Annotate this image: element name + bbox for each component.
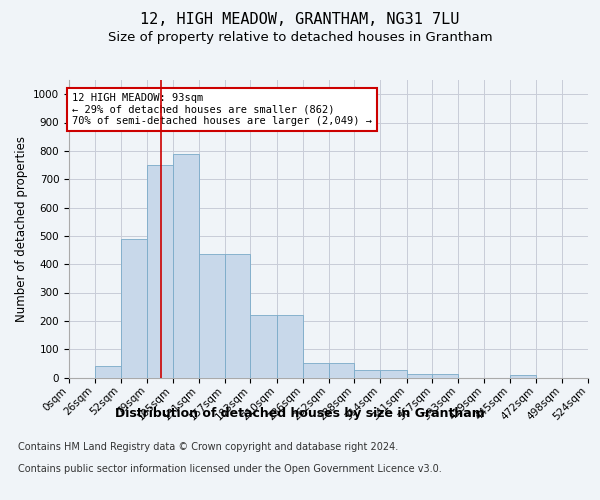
Bar	[173, 154, 199, 378]
Y-axis label: Number of detached properties: Number of detached properties	[14, 136, 28, 322]
Text: Size of property relative to detached houses in Grantham: Size of property relative to detached ho…	[107, 31, 493, 44]
Bar	[354, 370, 380, 378]
Bar	[329, 364, 354, 378]
Text: 12, HIGH MEADOW, GRANTHAM, NG31 7LU: 12, HIGH MEADOW, GRANTHAM, NG31 7LU	[140, 12, 460, 28]
Bar	[250, 315, 277, 378]
Bar	[510, 374, 536, 378]
Text: Contains public sector information licensed under the Open Government Licence v3: Contains public sector information licen…	[18, 464, 442, 474]
Text: 12 HIGH MEADOW: 93sqm
← 29% of detached houses are smaller (862)
70% of semi-det: 12 HIGH MEADOW: 93sqm ← 29% of detached …	[72, 93, 372, 126]
Bar	[121, 238, 147, 378]
Bar	[407, 374, 433, 378]
Bar	[433, 374, 458, 378]
Bar	[380, 370, 407, 378]
Bar	[303, 364, 329, 378]
Text: Contains HM Land Registry data © Crown copyright and database right 2024.: Contains HM Land Registry data © Crown c…	[18, 442, 398, 452]
Bar	[95, 366, 121, 378]
Bar	[277, 315, 303, 378]
Text: Distribution of detached houses by size in Grantham: Distribution of detached houses by size …	[115, 408, 485, 420]
Bar	[147, 165, 173, 378]
Bar	[199, 254, 224, 378]
Bar	[224, 254, 250, 378]
